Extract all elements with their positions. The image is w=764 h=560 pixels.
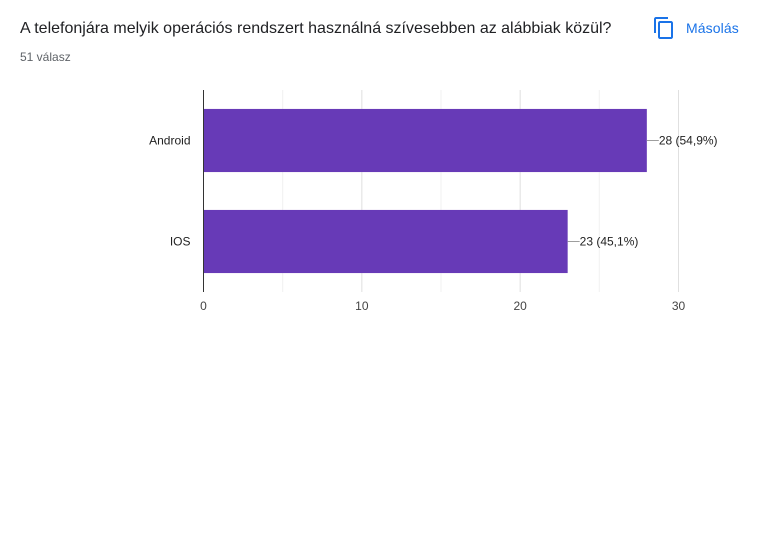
- bar-chart-container: Android 28 (54,9%) IOS 23 (45,1%) 0 10 20 30: [0, 80, 764, 330]
- category-label: Android: [149, 134, 190, 148]
- bar-android: [203, 108, 647, 173]
- bar-ios: [203, 209, 568, 274]
- data-label: 23 (45,1%): [580, 235, 639, 249]
- copy-label: Másolás: [686, 20, 739, 36]
- x-tick-label: 30: [672, 299, 686, 313]
- x-tick-label: 0: [200, 299, 207, 313]
- bar-chart: Android 28 (54,9%) IOS 23 (45,1%) 0 10 20 30: [149, 90, 718, 313]
- question-header: A telefonjára melyik operációs rendszert…: [0, 0, 764, 80]
- data-label: 28 (54,9%): [659, 134, 718, 148]
- copy-icon: [654, 17, 673, 39]
- response-count: 51 válasz: [20, 50, 71, 64]
- copy-button[interactable]: Másolás: [644, 12, 747, 44]
- category-label: IOS: [170, 235, 191, 249]
- x-tick-label: 10: [355, 299, 369, 313]
- question-title: A telefonjára melyik operációs rendszert…: [20, 20, 612, 37]
- x-tick-label: 20: [513, 299, 527, 313]
